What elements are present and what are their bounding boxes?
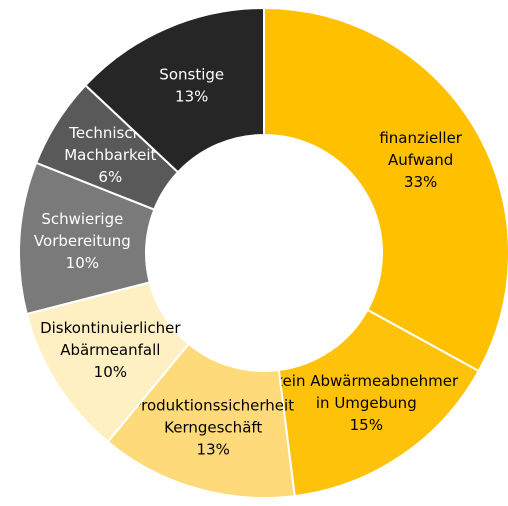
segment-label: Schwierige (41, 210, 123, 228)
segment-value-label: 10% (66, 254, 99, 272)
segment-label: kein Abwärmeabnehmer (274, 372, 459, 390)
segment-label: in Umgebung (316, 394, 417, 412)
segment-value-label: 13% (197, 440, 230, 458)
segment-label: Vorbereitung (34, 232, 131, 250)
segment-label: Kerngeschäft (164, 418, 262, 436)
donut-segment (83, 6, 265, 174)
segment-label: Aufwand (388, 151, 453, 169)
donut-segment (277, 308, 481, 498)
segment-value-label: 15% (350, 416, 383, 434)
segment-value-label: 33% (404, 173, 437, 191)
segment-value-label: 10% (94, 363, 127, 381)
segment-label: Sonstige (159, 65, 224, 83)
segment-value-label: 6% (98, 168, 122, 186)
segment-label: Produktionssicherheit (132, 396, 294, 414)
segment-label: Abärmeanfall (60, 341, 160, 359)
donut-segment (106, 342, 296, 499)
segment-label: Machbarkeit (64, 146, 156, 164)
segment-value-label: 13% (175, 87, 208, 105)
segment-label: Diskontinuierlicher (40, 319, 181, 337)
donut-segment (263, 6, 508, 373)
segment-label: finanzieller (379, 129, 462, 147)
